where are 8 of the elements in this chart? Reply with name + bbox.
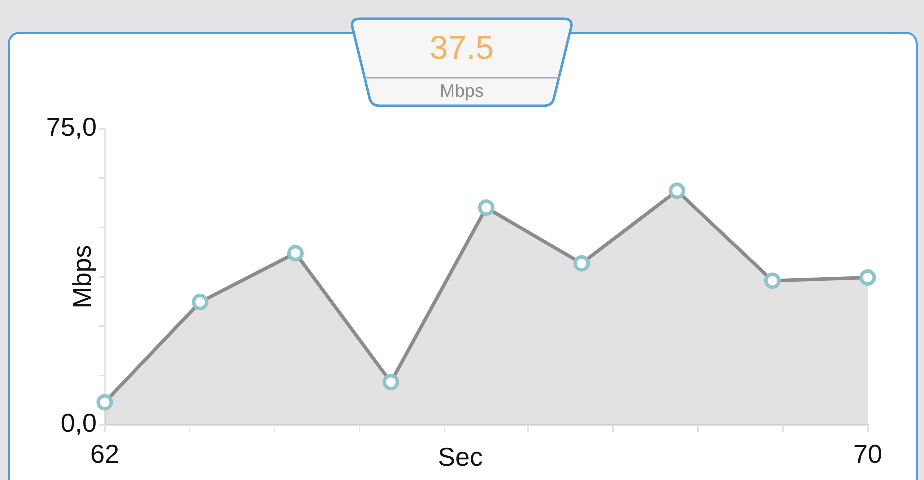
chart-subtitle: Mbps <box>438 80 485 102</box>
x-tick-label: 70 <box>854 438 882 469</box>
x-axis-title: Sec <box>438 442 483 472</box>
x-tick-label: 62 <box>90 438 120 469</box>
chart-title: 37.5 <box>428 28 496 68</box>
y-tick-label: 0,0 <box>60 408 97 438</box>
y-axis-title: Mbps <box>67 245 98 309</box>
y-tick-label: 75,0 <box>46 112 97 142</box>
